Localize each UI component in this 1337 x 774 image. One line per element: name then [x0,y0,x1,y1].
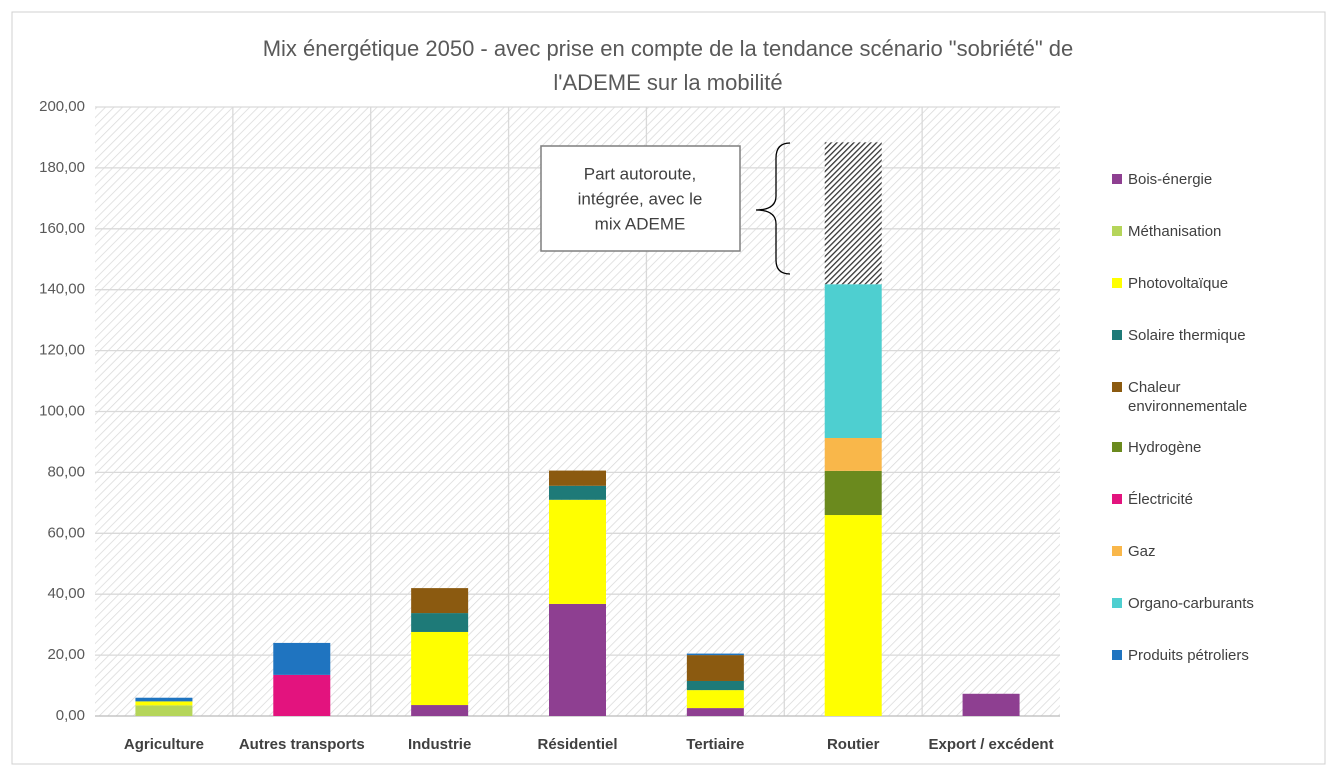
legend-swatch [1112,382,1122,392]
chart-title: l'ADEME sur la mobilité [553,70,782,95]
bar-segment [549,603,606,716]
bar-segment [273,642,331,675]
y-tick-label: 40,00 [47,585,85,602]
chart-title: Mix énergétique 2050 - avec prise en com… [263,36,1074,61]
y-tick-label: 80,00 [47,463,85,480]
bar-segment [824,437,882,471]
legend-label: Gaz [1128,543,1156,560]
bar-segment [824,470,882,516]
legend-item: Hydrogène [1112,438,1312,457]
x-tick-label: Résidentiel [537,736,617,753]
y-tick-label: 160,00 [39,220,85,237]
legend-label: Électricité [1128,491,1194,508]
bar-segment [549,485,606,500]
legend-swatch [1112,226,1122,236]
bar-segment [549,470,606,486]
x-tick-label: Export / excédent [929,736,1054,753]
bar-segment [135,701,193,706]
legend-item: Chaleur environnementale [1112,378,1312,416]
x-tick-label: Autres transports [239,736,365,753]
legend-item: Gaz [1112,542,1312,561]
x-tick-label: Industrie [408,736,471,753]
annotation-text: mix ADEME [595,214,686,233]
legend-swatch [1112,330,1122,340]
bar-segment [273,674,331,716]
bar-segment [686,680,744,691]
legend-swatch [1112,278,1122,288]
bar-segment [686,708,744,716]
y-tick-label: 0,00 [56,707,85,724]
legend-swatch [1112,650,1122,660]
annotation-text: Part autoroute, [584,164,696,183]
legend-item: Solaire thermique [1112,326,1312,345]
annotation: Part autoroute, intégrée, avec le mix AD… [540,142,791,275]
annotation-text: intégrée, avec le [578,189,703,208]
legend-label: Photovoltaïque [1128,275,1229,292]
legend-swatch [1112,546,1122,556]
y-tick-label: 120,00 [39,342,85,359]
legend-item: Produits pétroliers [1112,646,1312,665]
bar-segment [135,697,193,702]
legend-label: Hydrogène [1128,439,1202,456]
legend-item: Méthanisation [1112,222,1312,241]
bar-segment [962,693,1020,716]
bar-segment [686,690,744,709]
y-tick-label: 180,00 [39,159,85,176]
bar-segment [411,705,469,716]
legend-item: Organo-carburants [1112,594,1312,613]
bar-segment [549,499,606,604]
legend-label: Produits pétroliers [1128,647,1249,664]
legend-swatch [1112,442,1122,452]
chart-frame [11,11,1326,765]
x-tick-label: Tertiaire [686,736,744,753]
x-tick-label: Agriculture [124,736,204,753]
x-tick-label: Routier [827,736,880,753]
y-tick-label: 100,00 [39,402,85,419]
bar-segment [411,588,469,614]
legend-item: Bois-énergie [1112,170,1312,189]
bar-segment [411,631,469,706]
bar-segment [686,655,744,681]
bar-segment [686,653,744,656]
legend-label: Méthanisation [1128,223,1222,240]
bar-segment [411,613,469,632]
legend-swatch [1112,174,1122,184]
legend-label: Chaleur environnementale [1128,379,1248,415]
legend-item: Photovoltaïque [1112,274,1312,293]
y-tick-label: 20,00 [47,646,85,663]
bar-segment [824,142,882,285]
bar-segment [135,705,193,716]
legend-label: Bois-énergie [1128,171,1213,188]
legend-swatch [1112,598,1122,608]
y-tick-label: 140,00 [39,281,85,298]
legend-item: Électricité [1112,490,1312,509]
annotation-box [540,145,741,252]
bar-segment [824,284,882,438]
brace [755,142,791,275]
y-tick-label: 200,00 [39,98,85,115]
legend-label: Solaire thermique [1128,327,1246,344]
y-tick-label: 60,00 [47,524,85,541]
legend-swatch [1112,494,1122,504]
bar-segment [824,515,882,716]
legend-label: Organo-carburants [1128,595,1254,612]
